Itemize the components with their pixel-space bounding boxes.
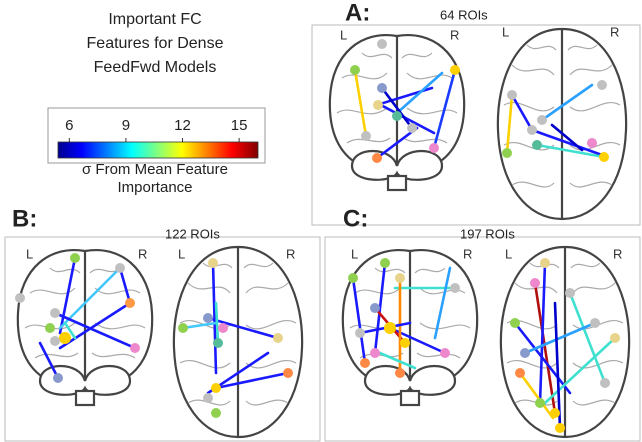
side-label: R: [138, 246, 147, 261]
side-label: R: [286, 246, 295, 261]
edge: [211, 261, 218, 375]
edge: [118, 266, 132, 305]
edge: [353, 68, 368, 138]
brain-axial: L R: [172, 245, 304, 439]
brain-axial: L R: [499, 245, 631, 439]
edge: [510, 93, 534, 132]
roi-count: 64 ROIs: [440, 7, 488, 22]
edge: [58, 256, 77, 335]
edge: [432, 68, 457, 150]
colorbar-tick-label: 9: [122, 117, 130, 134]
side-label: L: [340, 27, 347, 42]
edge: [543, 336, 617, 405]
panel-frame: [311, 24, 641, 226]
side-label: R: [610, 24, 619, 39]
brain-coronal: L R: [328, 27, 466, 192]
side-label: L: [505, 246, 512, 261]
edge: [53, 311, 137, 350]
edge: [206, 316, 280, 340]
edge: [568, 291, 607, 385]
brain-axial: L R: [496, 24, 628, 221]
edge: [63, 321, 77, 340]
edge: [513, 321, 572, 395]
colorbar-tick-label: 6: [65, 117, 73, 134]
edge: [538, 261, 547, 405]
side-label: L: [178, 246, 185, 261]
colorbar-tick-label: 12: [174, 117, 191, 134]
brain-coronal: L R: [341, 246, 479, 407]
edge: [540, 83, 594, 122]
edge: [505, 93, 514, 155]
panel-label: C:: [343, 205, 368, 232]
edge: [433, 266, 452, 340]
side-label: L: [26, 246, 33, 261]
edge: [553, 301, 562, 430]
edge: [214, 371, 290, 390]
edge: [378, 351, 417, 370]
edge: [530, 128, 604, 157]
side-label: R: [450, 27, 459, 42]
edge: [181, 321, 218, 330]
side-label: R: [463, 246, 472, 261]
panel-frame: [324, 236, 641, 442]
edge: [550, 123, 584, 152]
title-line: Features for Dense: [87, 35, 224, 52]
colorbar: [57, 141, 259, 159]
title-line: Important FC: [108, 11, 201, 28]
panel-label: B:: [12, 205, 37, 232]
side-label: L: [351, 246, 358, 261]
colorbar-label: σ From Mean Feature: [82, 161, 228, 178]
edge: [38, 341, 60, 380]
edge: [380, 86, 414, 130]
edge: [58, 301, 132, 350]
panel-frame: [4, 236, 321, 442]
colorbar-ticks: 6 9 12 15: [65, 117, 247, 142]
edge: [214, 301, 220, 345]
brain-coronal: L R: [15, 246, 154, 407]
panel-label: A:: [345, 0, 370, 26]
edge: [351, 276, 367, 365]
side-label: R: [613, 246, 622, 261]
edge: [535, 143, 606, 159]
edge: [533, 281, 557, 415]
edge: [58, 266, 122, 330]
roi-count: 197 ROIs: [460, 226, 515, 241]
side-label: L: [502, 24, 509, 39]
colorbar-label: Importance: [117, 179, 192, 196]
title-line: FeedFwd Models: [94, 59, 217, 76]
edge: [518, 371, 555, 420]
edge: [395, 71, 444, 115]
roi-count: 122 ROIs: [165, 226, 220, 241]
edge: [523, 321, 597, 355]
edge: [375, 126, 419, 160]
colorbar-tick-label: 15: [231, 117, 248, 134]
